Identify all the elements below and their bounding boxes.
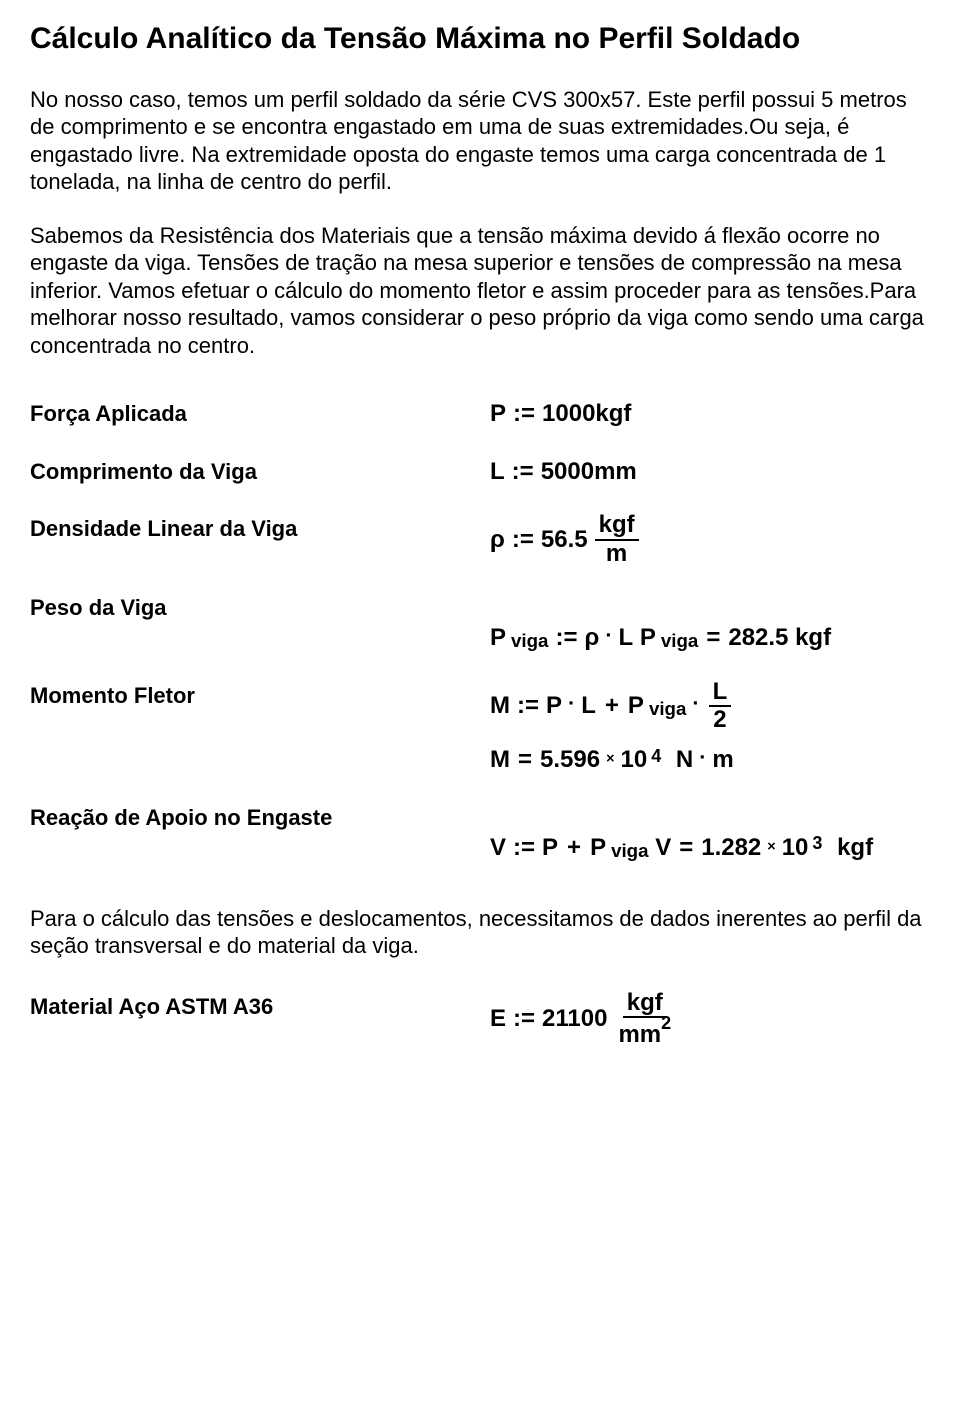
row-peso: Peso da Viga Pviga:=ρ·L Pviga=282.5 kgf [30, 591, 930, 655]
Pviga-result: 282.5 kgf [728, 621, 831, 655]
M-frac-den: 2 [709, 707, 730, 733]
Pviga-rho: ρ [584, 621, 599, 655]
M-unit2: m [712, 743, 733, 777]
M-frac-num: L [709, 679, 732, 707]
M-pow: 4 [651, 744, 661, 769]
row-momento: Momento Fletor M:=P·L+Pviga· L 2 M=5.596… [30, 679, 930, 777]
label-comprimento: Comprimento da Viga [30, 455, 490, 488]
M-L: L [581, 689, 596, 723]
row-comprimento: Comprimento da Viga L:=5000mm [30, 455, 930, 489]
L-value: 5000mm [541, 455, 637, 489]
row-material: Material Aço ASTM A36 E:=21100 kgf mm2 [30, 990, 930, 1049]
Pviga-L: L [619, 621, 634, 655]
M-Pviga: P [628, 689, 644, 723]
label-forca: Força Aplicada [30, 397, 490, 430]
rho-value: 56.5 [541, 523, 588, 557]
M-P: P [546, 689, 562, 723]
V-pow: 3 [812, 831, 822, 856]
value-peso: Pviga:=ρ·L Pviga=282.5 kgf [490, 591, 831, 655]
label-peso: Peso da Viga [30, 591, 490, 624]
row-forca-aplicada: Força Aplicada P:=1000kgf [30, 397, 930, 431]
P-value: 1000kgf [542, 397, 631, 431]
label-reacao: Reação de Apoio no Engaste [30, 801, 490, 834]
row-densidade: Densidade Linear da Viga ρ:=56.5 kgf m [30, 512, 930, 567]
V-P: P [542, 831, 558, 865]
value-comprimento: L:=5000mm [490, 455, 637, 489]
label-momento: Momento Fletor [30, 679, 490, 712]
rho-unit-num: kgf [595, 512, 639, 540]
value-forca: P:=1000kgf [490, 397, 631, 431]
value-momento: M:=P·L+Pviga· L 2 M=5.596×104 N·m [490, 679, 930, 777]
value-densidade: ρ:=56.5 kgf m [490, 512, 642, 567]
intro-paragraph-2: Sabemos da Resistência dos Materiais que… [30, 222, 930, 360]
row-reacao: Reação de Apoio no Engaste V:=P+Pviga V=… [30, 801, 930, 865]
label-material: Material Aço ASTM A36 [30, 990, 490, 1023]
intro-paragraph-1: No nosso caso, temos um perfil soldado d… [30, 86, 930, 196]
value-material: E:=21100 kgf mm2 [490, 990, 678, 1049]
E-value: 21100 [542, 1002, 607, 1036]
E-unit-den-pow: 2 [661, 1013, 671, 1033]
V-unit: kgf [837, 831, 873, 865]
E-unit-den: mm [618, 1021, 661, 1048]
page-title: Cálculo Analítico da Tensão Máxima no Pe… [30, 20, 930, 58]
M-unit1: N [676, 743, 693, 777]
V-Pviga: P [590, 831, 606, 865]
V-coef: 1.282 [701, 831, 761, 865]
M-coef: 5.596 [540, 743, 600, 777]
label-densidade: Densidade Linear da Viga [30, 512, 490, 545]
value-reacao: V:=P+Pviga V=1.282×103 kgf [490, 801, 873, 865]
rho-unit-den: m [602, 541, 631, 567]
paragraph-3: Para o cálculo das tensões e deslocament… [30, 905, 930, 960]
definitions-grid: Força Aplicada P:=1000kgf Comprimento da… [30, 397, 930, 865]
